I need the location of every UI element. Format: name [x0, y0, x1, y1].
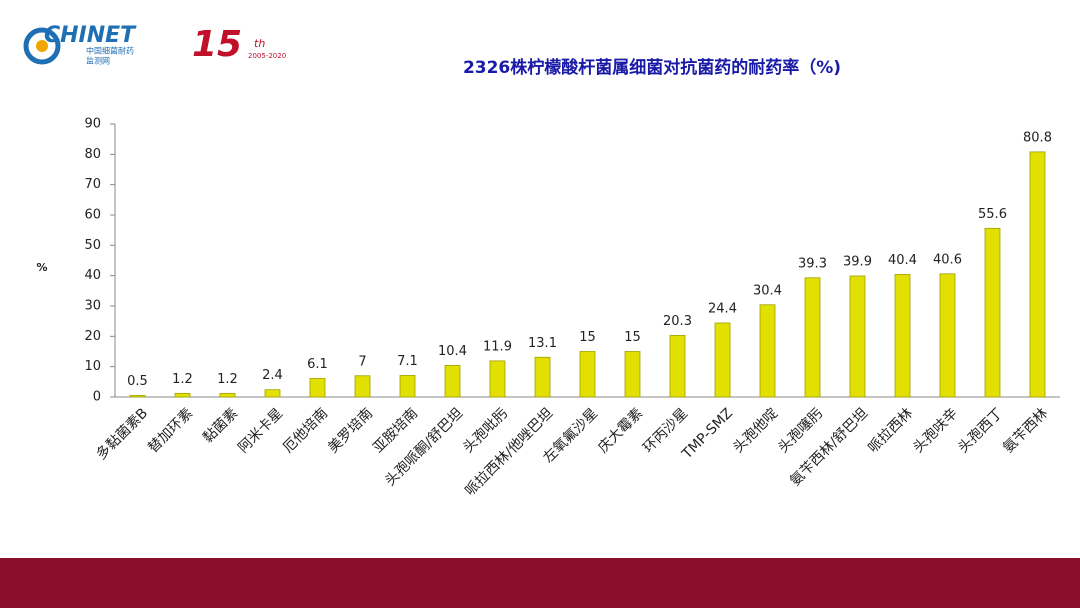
- y-tick-label: 10: [84, 359, 101, 374]
- data-label: 15: [579, 330, 596, 345]
- y-tick-label: 40: [84, 268, 101, 283]
- bar: [489, 360, 506, 398]
- y-tick-label: 90: [84, 117, 101, 132]
- data-label: 15: [624, 330, 641, 345]
- bar: [1029, 151, 1046, 398]
- data-label: 40.6: [933, 252, 962, 267]
- bar: [669, 335, 686, 398]
- data-label: 6.1: [307, 357, 328, 372]
- bar: [984, 227, 1001, 398]
- data-label: 40.4: [888, 253, 917, 268]
- logo: CHINET 中国细菌耐药 监测网 15 th 2005-2020: [23, 23, 286, 66]
- data-label: 0.5: [127, 374, 148, 389]
- data-label: 1.2: [172, 372, 193, 387]
- bar: [444, 365, 461, 398]
- anniversary: 15: [192, 24, 242, 65]
- bar: [129, 395, 146, 398]
- data-label: 39.9: [843, 254, 872, 269]
- data-label: 10.4: [438, 344, 467, 359]
- logo-ring: [23, 27, 61, 65]
- y-tick-label: 20: [84, 329, 101, 344]
- logo-name: CHINET: [44, 23, 137, 48]
- data-label: 2.4: [262, 368, 283, 383]
- bar: [714, 322, 731, 398]
- data-label: 20.3: [663, 314, 692, 329]
- data-label: 24.4: [708, 301, 737, 316]
- bar: [894, 274, 911, 398]
- y-tick-label: 30: [84, 299, 101, 314]
- data-label: 11.9: [483, 339, 512, 354]
- bar: [399, 375, 416, 398]
- y-axis-label: %: [36, 261, 47, 274]
- bar: [534, 356, 551, 398]
- anniversary-suffix: th: [254, 37, 265, 50]
- bar: [849, 275, 866, 398]
- bar: [174, 392, 191, 398]
- logo-dot: [36, 40, 48, 52]
- data-label: 55.6: [978, 207, 1007, 222]
- data-label: 39.3: [798, 256, 827, 271]
- bar: [354, 375, 371, 398]
- chart-title: 2326株柠檬酸杆菌属细菌对抗菌药的耐药率（%): [463, 57, 841, 78]
- bar: [939, 273, 956, 398]
- data-label: 80.8: [1023, 130, 1052, 145]
- logo-subtitle: 中国细菌耐药: [86, 46, 134, 56]
- bar: [579, 351, 596, 398]
- data-label: 7.1: [397, 354, 418, 369]
- bar: [624, 351, 641, 398]
- y-tick-label: 70: [84, 177, 101, 192]
- bar: [309, 378, 326, 398]
- y-tick-label: 60: [84, 208, 101, 223]
- bar: [804, 277, 821, 398]
- footer-band: [0, 558, 1080, 608]
- data-label: 7: [358, 354, 366, 369]
- anniversary-years: 2005-2020: [248, 52, 286, 60]
- logo-subtitle: 监测网: [86, 56, 110, 66]
- y-tick-label: 0: [93, 390, 101, 405]
- bar: [759, 304, 776, 398]
- y-tick-label: 50: [84, 238, 101, 253]
- data-label: 30.4: [753, 283, 782, 298]
- data-label: 1.2: [217, 372, 238, 387]
- bar: [264, 389, 281, 398]
- bar: [219, 392, 236, 398]
- data-label: 13.1: [528, 336, 557, 351]
- y-tick-label: 80: [84, 147, 101, 162]
